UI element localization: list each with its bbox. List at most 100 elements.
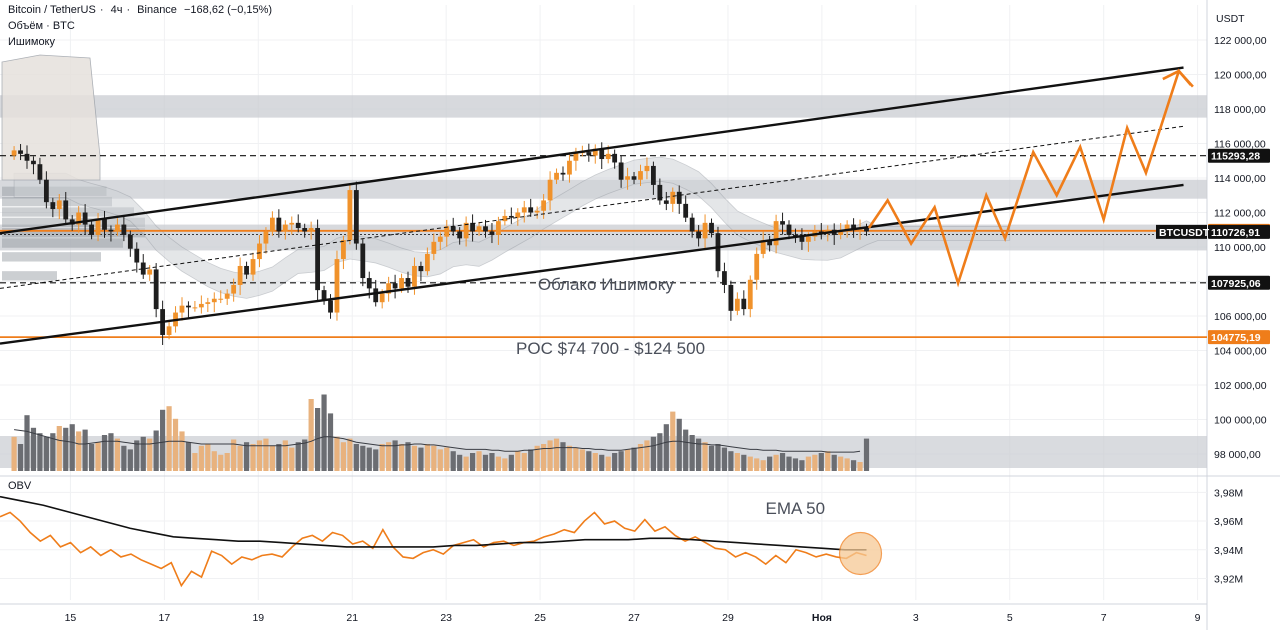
candle-body	[554, 172, 559, 180]
volume-bar	[547, 440, 553, 471]
ema-label: EMA 50	[766, 499, 826, 518]
candle-body	[102, 219, 107, 230]
volume-bar	[618, 451, 624, 471]
candle-body	[366, 278, 372, 289]
candle-body	[689, 217, 695, 232]
interval-label: 4ч	[110, 4, 123, 16]
symbol-header[interactable]: Bitcoin / TetherUS · 4ч · Binance −168,62 …	[8, 4, 273, 16]
volume-bar	[147, 438, 153, 471]
volume-bar	[657, 433, 663, 471]
volume-bar	[683, 429, 689, 471]
obv-indicator-label[interactable]: OBV	[8, 480, 32, 492]
change-value: −168,62 (−0,15%)	[184, 4, 273, 16]
volume-bar	[192, 453, 198, 471]
candle-body	[599, 148, 605, 160]
volume-bar	[127, 449, 133, 471]
volume-bar	[69, 424, 75, 471]
volume-bar	[411, 445, 418, 471]
channel-line-upper	[0, 66, 1184, 235]
candle-body	[211, 298, 217, 303]
candle-body	[463, 222, 469, 239]
volume-bar	[43, 436, 49, 471]
candle-body	[528, 207, 534, 213]
dashed-level-tag-bg	[1208, 148, 1270, 163]
volume-bar	[50, 433, 56, 471]
candle-body	[476, 226, 482, 232]
volume-bar	[476, 451, 482, 471]
volume-bar	[166, 406, 172, 471]
candle-body	[663, 200, 669, 204]
volume-bar	[276, 444, 282, 471]
candle-body	[437, 236, 443, 242]
candle-body	[379, 293, 385, 303]
candle-body	[747, 279, 753, 310]
channel-line-mid-dashed	[0, 125, 1184, 289]
time-tick-label: 3	[913, 612, 919, 624]
volume-bar	[521, 453, 527, 471]
volume-bar	[101, 435, 108, 471]
price-tick-label: 100 000,00	[1214, 415, 1267, 427]
price-tick-label: 104 000,00	[1214, 346, 1267, 358]
candle-body	[231, 284, 237, 294]
volume-bar	[812, 454, 818, 471]
volume-bar	[37, 433, 43, 471]
candle-body	[541, 200, 547, 211]
candle-body	[767, 240, 773, 246]
volume-bar	[282, 440, 288, 471]
volume-bar	[676, 418, 682, 471]
candle-body	[315, 228, 321, 291]
candle-body	[631, 176, 637, 180]
volume-bar	[185, 442, 192, 471]
volume-bar	[302, 439, 308, 471]
volume-bar	[121, 445, 127, 471]
volume-bar	[482, 454, 489, 471]
candle-body	[773, 221, 779, 246]
volume-bar	[198, 445, 204, 471]
volume-bar	[56, 426, 62, 471]
candle-body	[386, 283, 392, 294]
candle-body	[412, 265, 417, 287]
candle-body	[605, 153, 611, 160]
candle-body	[140, 262, 146, 275]
candle-body	[515, 212, 521, 218]
candle-body	[424, 253, 430, 272]
candle-body	[192, 307, 198, 309]
candle-body	[470, 222, 475, 232]
candle-body	[250, 259, 256, 275]
volume-bar	[179, 431, 185, 471]
volume-bar	[631, 447, 637, 471]
exchange-label: Binance	[137, 4, 177, 16]
candle-body	[444, 226, 450, 237]
volume-bar	[508, 454, 514, 471]
candle-body	[786, 224, 792, 235]
volume-bar	[114, 438, 121, 471]
volume-bar	[502, 458, 508, 471]
volume-bar	[24, 415, 30, 471]
candle-body	[341, 240, 346, 260]
candle-body	[457, 231, 463, 239]
candle-body	[405, 278, 411, 287]
volume-bar	[457, 454, 463, 471]
time-tick-label: Ноя	[812, 612, 832, 624]
volume-bar	[17, 444, 24, 471]
volume-bar	[340, 442, 347, 471]
poc-annotation: POC $74 700 - $124 500	[516, 339, 705, 358]
candle-body	[431, 241, 437, 254]
volume-bar	[347, 438, 353, 471]
candle-body	[282, 224, 288, 232]
volume-indicator-label[interactable]: Объём · BTC	[8, 20, 75, 32]
volume-bar	[82, 429, 88, 471]
candle-body	[95, 219, 101, 235]
resistance-zone	[0, 95, 1207, 118]
ichimoku-indicator-label[interactable]: Ишимоку	[8, 36, 55, 48]
candle-body	[586, 152, 592, 156]
obv-tick-label: 3,98M	[1214, 487, 1243, 499]
volume-bar	[140, 436, 146, 471]
volume-bar	[386, 442, 392, 471]
price-tick-label: 110 000,00	[1214, 242, 1266, 254]
candle-body	[37, 164, 43, 180]
forecast-arrowhead	[1162, 69, 1192, 86]
volume-bar	[308, 399, 314, 471]
